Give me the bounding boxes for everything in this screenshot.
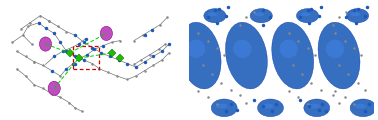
Ellipse shape — [250, 9, 272, 23]
Ellipse shape — [346, 9, 369, 23]
Ellipse shape — [262, 104, 274, 108]
Ellipse shape — [296, 9, 319, 23]
Ellipse shape — [179, 22, 221, 89]
Ellipse shape — [48, 81, 60, 95]
Ellipse shape — [350, 12, 360, 16]
Ellipse shape — [272, 22, 314, 89]
Ellipse shape — [100, 26, 113, 41]
Ellipse shape — [304, 99, 330, 117]
Ellipse shape — [187, 40, 205, 58]
Ellipse shape — [225, 22, 267, 89]
Ellipse shape — [326, 40, 344, 58]
Ellipse shape — [257, 99, 284, 117]
Ellipse shape — [254, 12, 264, 16]
Ellipse shape — [318, 22, 360, 89]
Ellipse shape — [300, 12, 310, 16]
Ellipse shape — [39, 37, 51, 51]
Ellipse shape — [350, 99, 376, 117]
Ellipse shape — [204, 9, 226, 23]
Ellipse shape — [355, 104, 366, 108]
Ellipse shape — [216, 104, 228, 108]
Ellipse shape — [308, 104, 320, 108]
Ellipse shape — [211, 99, 237, 117]
Ellipse shape — [208, 12, 218, 16]
Ellipse shape — [233, 40, 251, 58]
Ellipse shape — [279, 40, 298, 58]
